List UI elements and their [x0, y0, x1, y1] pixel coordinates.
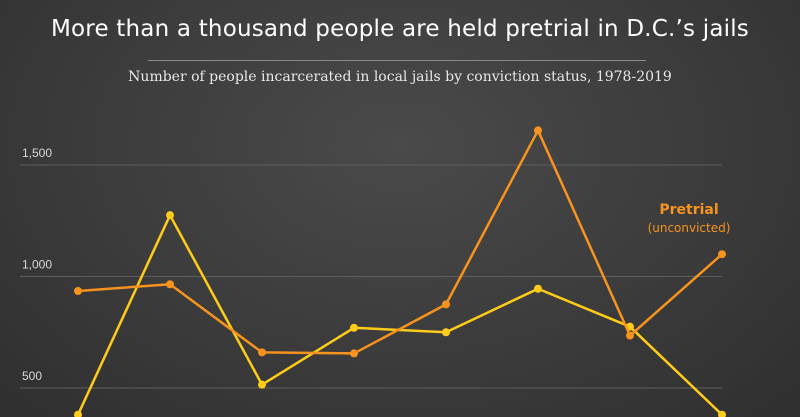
data-point: [258, 348, 266, 357]
data-point: [74, 286, 82, 295]
data-point: [166, 211, 174, 220]
y-axis: 500 1,000 1,500: [22, 146, 52, 383]
data-point: [350, 349, 358, 358]
y-tick-label: 500: [22, 369, 42, 383]
data-point: [534, 126, 542, 135]
data-point: [718, 250, 726, 259]
data-point: [258, 380, 266, 389]
title-divider: [148, 60, 646, 61]
data-point: [718, 410, 726, 417]
data-point: [74, 410, 82, 417]
data-point: [442, 300, 450, 309]
series-label-pretrial: Pretrial: [659, 202, 718, 218]
chart-title: More than a thousand people are held pre…: [50, 16, 749, 42]
data-point: [534, 284, 542, 293]
data-point: [626, 331, 634, 340]
data-point: [442, 328, 450, 337]
grid-layer: [20, 164, 722, 389]
chart-subtitle: Number of people incarcerated in local j…: [128, 69, 672, 85]
series-labels: Pretrial (unconvicted): [648, 202, 731, 235]
series-line: [76, 213, 723, 416]
y-tick-label: 1,500: [22, 146, 52, 160]
series-layer: [74, 126, 726, 417]
series-sublabel-pretrial: (unconvicted): [648, 221, 731, 235]
series-line: [77, 129, 723, 355]
data-point: [350, 323, 358, 332]
y-tick-label: 1,000: [22, 258, 52, 272]
data-point: [166, 280, 174, 289]
